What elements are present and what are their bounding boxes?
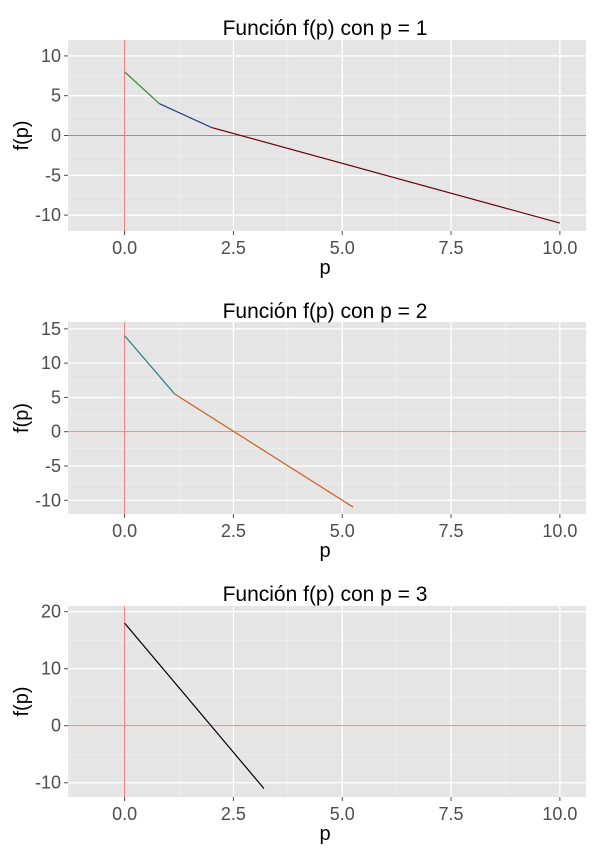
y-tick-label: 5 — [51, 86, 61, 106]
y-tick-label: 10 — [41, 659, 61, 679]
x-tick-label: 5.0 — [330, 804, 355, 824]
x-axis-title: p — [319, 257, 330, 279]
x-tick-label: 5.0 — [330, 238, 355, 258]
plot-title: Función f(p) con p = 3 — [223, 583, 428, 606]
y-tick-label: 0 — [51, 422, 61, 442]
y-tick-label: 5 — [51, 387, 61, 407]
x-axis-title: p — [319, 540, 330, 562]
y-tick-label: 10 — [41, 353, 61, 373]
chart-panel-1: 0.0 2.5 5.0 7.5 10.0 -10 -5 0 5 10 p f(p) Función f(… — [11, 17, 586, 279]
y-axis-title: f(p) — [11, 121, 33, 151]
y-tick-label: -10 — [35, 205, 61, 225]
x-axis-title: p — [319, 823, 330, 845]
x-tick-label: 7.5 — [439, 238, 464, 258]
y-tick-label: 15 — [41, 319, 61, 339]
x-tick-label: 10.0 — [542, 238, 577, 258]
series-line-1 — [124, 71, 160, 105]
x-tick-label: 2.5 — [221, 238, 246, 258]
plot-background — [68, 322, 586, 514]
x-tick-label: 2.5 — [221, 521, 246, 541]
y-tick-label: -10 — [35, 490, 61, 510]
chart-panel-2: 0.0 2.5 5.0 7.5 10.0 -10 -5 0 5 10 15 p f(p) Función … — [11, 300, 586, 562]
plot-background — [68, 606, 586, 797]
x-tick-label: 2.5 — [221, 804, 246, 824]
x-tick-label: 0.0 — [112, 804, 137, 824]
x-tick-label: 10.0 — [542, 521, 577, 541]
x-tick-label: 10.0 — [542, 804, 577, 824]
y-tick-label: 0 — [51, 126, 61, 146]
y-axis-title: f(p) — [11, 403, 33, 433]
plot-title: Función f(p) con p = 2 — [223, 300, 428, 323]
x-tick-label: 0.0 — [112, 521, 137, 541]
y-tick-label: -5 — [45, 456, 61, 476]
y-tick-label: 20 — [41, 602, 61, 622]
series-line-1 — [124, 335, 176, 395]
x-tick-label: 7.5 — [439, 804, 464, 824]
series-line-2 — [174, 393, 354, 508]
y-axis-title: f(p) — [11, 687, 33, 717]
plot-title: Función f(p) con p = 1 — [223, 17, 428, 40]
x-tick-label: 0.0 — [112, 238, 137, 258]
y-tick-label: -10 — [35, 773, 61, 793]
y-tick-label: 0 — [51, 716, 61, 736]
chart-panel-3: 0.0 2.5 5.0 7.5 10.0 -10 0 10 20 p f(p) Función f(p… — [11, 583, 586, 845]
x-tick-label: 5.0 — [330, 521, 355, 541]
series-line-3 — [211, 126, 561, 224]
series-line-1 — [124, 622, 265, 789]
x-tick-label: 7.5 — [439, 521, 464, 541]
series-line-2 — [159, 103, 212, 129]
y-tick-label: 10 — [41, 46, 61, 66]
y-tick-label: -5 — [45, 165, 61, 185]
